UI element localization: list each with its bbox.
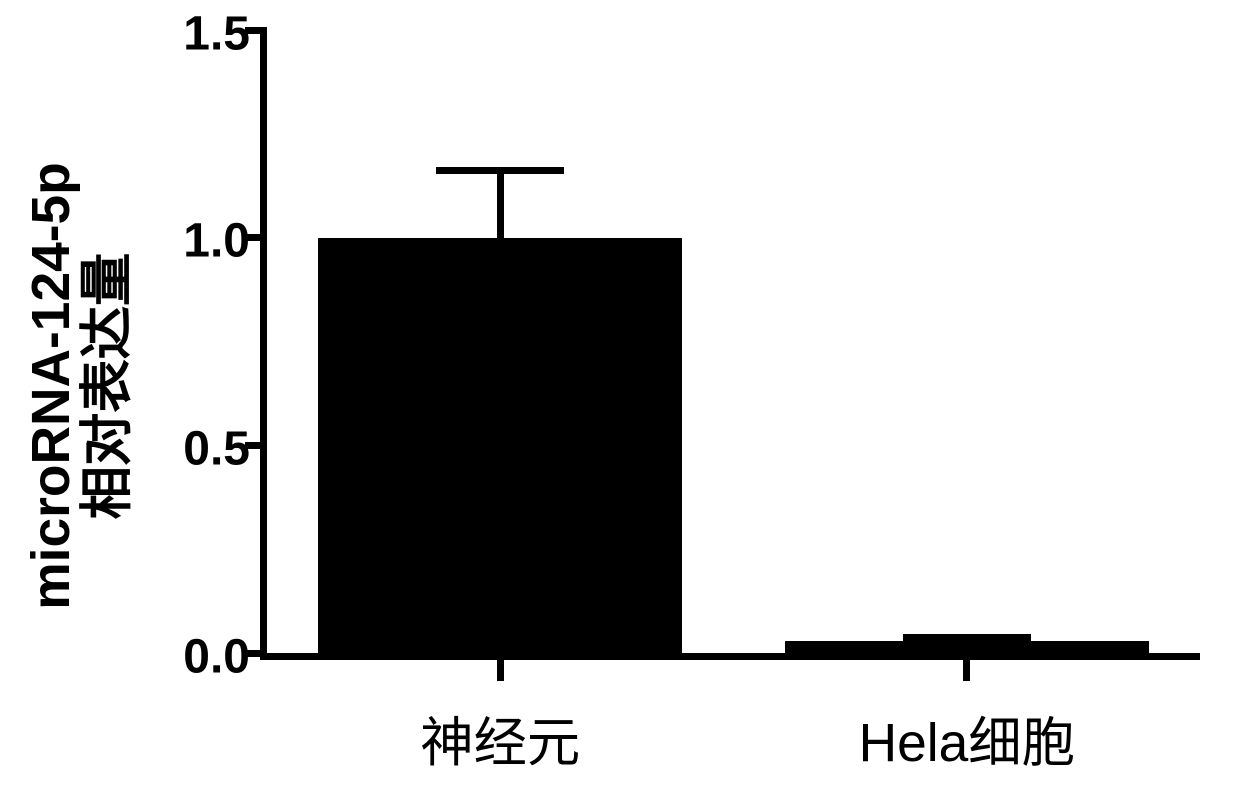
y-axis-label-line1: microRNA-124-5p bbox=[24, 106, 80, 666]
error-bar-cap bbox=[903, 634, 1031, 641]
y-axis-label-line2: 相对表达量 bbox=[80, 106, 136, 666]
y-axis-label: microRNA-124-5p 相对表达量 bbox=[24, 106, 136, 666]
bar bbox=[785, 641, 1149, 653]
x-tick bbox=[497, 653, 504, 681]
bar bbox=[318, 238, 682, 653]
x-tick bbox=[963, 653, 970, 681]
x-tick-label: Hela细胞 bbox=[734, 700, 1201, 777]
y-tick-label: 1.5 bbox=[155, 6, 250, 61]
error-bar-stem bbox=[497, 167, 504, 238]
plot-area bbox=[260, 30, 1200, 660]
y-tick-label: 0.0 bbox=[155, 629, 250, 684]
error-bar-cap bbox=[436, 167, 564, 174]
y-tick-label: 0.5 bbox=[155, 421, 250, 476]
bar-chart: microRNA-124-5p 相对表达量 0.0 0.5 1.0 1.5 神经元Hel… bbox=[0, 0, 1240, 797]
x-tick-label: 神经元 bbox=[267, 700, 734, 777]
y-tick-label: 1.0 bbox=[155, 214, 250, 269]
